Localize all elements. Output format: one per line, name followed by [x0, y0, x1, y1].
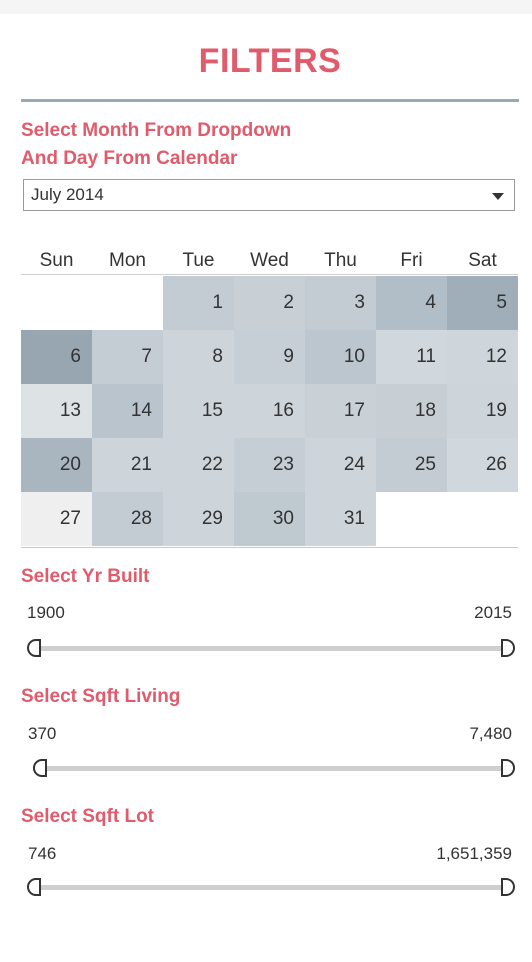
- sqft-living-max-handle[interactable]: [501, 759, 515, 777]
- calendar-day-6[interactable]: 6: [21, 330, 92, 384]
- calendar-day-3[interactable]: 3: [305, 276, 376, 330]
- month-dropdown[interactable]: July 2014: [23, 179, 515, 211]
- calendar-bottom-divider: [21, 547, 518, 548]
- calendar-day-30[interactable]: 30: [234, 492, 305, 546]
- calendar-day-12[interactable]: 12: [447, 330, 518, 384]
- calendar-day-23[interactable]: 23: [234, 438, 305, 492]
- calendar-day-10[interactable]: 10: [305, 330, 376, 384]
- calendar-day-25[interactable]: 25: [376, 438, 447, 492]
- calendar-day-22[interactable]: 22: [163, 438, 234, 492]
- dropdown-caret-icon: [492, 193, 504, 200]
- calendar-day-31[interactable]: 31: [305, 492, 376, 546]
- sqft-lot-slider-track[interactable]: [33, 885, 506, 890]
- yr-built-min-handle[interactable]: [27, 639, 41, 657]
- calendar-day-24[interactable]: 24: [305, 438, 376, 492]
- month-dropdown-value: July 2014: [31, 185, 104, 204]
- yr-built-min: 1900: [27, 603, 65, 622]
- month-instruction-line2: And Day From Calendar: [21, 148, 238, 169]
- title-divider: [21, 99, 519, 102]
- sqft-living-max: 7,480: [469, 724, 512, 743]
- calendar-day-13[interactable]: 13: [21, 384, 92, 438]
- sqft-lot-max: 1,651,359: [436, 844, 512, 863]
- sqft-lot-max-handle[interactable]: [501, 878, 515, 896]
- calendar-day-27[interactable]: 27: [21, 492, 92, 546]
- sqft-living-label: Select Sqft Living: [21, 686, 181, 707]
- calendar-day-9[interactable]: 9: [234, 330, 305, 384]
- sqft-living-min: 370: [28, 724, 57, 743]
- calendar-day-20[interactable]: 20: [21, 438, 92, 492]
- weekday-wed: Wed: [250, 250, 289, 271]
- calendar-day-26[interactable]: 26: [447, 438, 518, 492]
- yr-built-label: Select Yr Built: [21, 566, 150, 587]
- weekday-thu: Thu: [324, 250, 357, 271]
- yr-built-max-handle[interactable]: [501, 639, 515, 657]
- calendar-day-17[interactable]: 17: [305, 384, 376, 438]
- filters-title: FILTERS: [198, 42, 342, 80]
- calendar-day-5[interactable]: 5: [447, 276, 518, 330]
- yr-built-slider-track[interactable]: [33, 646, 506, 651]
- sqft-lot-min: 746: [28, 844, 57, 863]
- filters-panel: FILTERS Select Month From Dropdown And D…: [0, 14, 532, 962]
- sqft-living-slider-track[interactable]: [33, 766, 506, 771]
- calendar-day-14[interactable]: 14: [92, 384, 163, 438]
- calendar-day-29[interactable]: 29: [163, 492, 234, 546]
- calendar-day-4[interactable]: 4: [376, 276, 447, 330]
- sqft-lot-min-handle[interactable]: [27, 878, 41, 896]
- weekday-mon: Mon: [109, 250, 146, 271]
- calendar-day-19[interactable]: 19: [447, 384, 518, 438]
- calendar-day-28[interactable]: 28: [92, 492, 163, 546]
- calendar-day-11[interactable]: 11: [376, 330, 447, 384]
- yr-built-max: 2015: [474, 603, 512, 622]
- sqft-living-min-handle[interactable]: [33, 759, 47, 777]
- calendar-day-18[interactable]: 18: [376, 384, 447, 438]
- calendar-day-21[interactable]: 21: [92, 438, 163, 492]
- calendar-day-1[interactable]: 1: [163, 276, 234, 330]
- calendar-header-divider: [21, 274, 518, 275]
- calendar-day-16[interactable]: 16: [234, 384, 305, 438]
- calendar-day-15[interactable]: 15: [163, 384, 234, 438]
- weekday-sun: Sun: [39, 250, 74, 271]
- month-instruction-line1: Select Month From Dropdown: [21, 120, 292, 141]
- weekday-tue: Tue: [182, 250, 215, 271]
- calendar-day-2[interactable]: 2: [234, 276, 305, 330]
- weekday-fri: Fri: [400, 250, 423, 271]
- calendar-day-7[interactable]: 7: [92, 330, 163, 384]
- calendar-day-8[interactable]: 8: [163, 330, 234, 384]
- sqft-lot-label: Select Sqft Lot: [21, 806, 155, 827]
- weekday-sat: Sat: [468, 250, 497, 271]
